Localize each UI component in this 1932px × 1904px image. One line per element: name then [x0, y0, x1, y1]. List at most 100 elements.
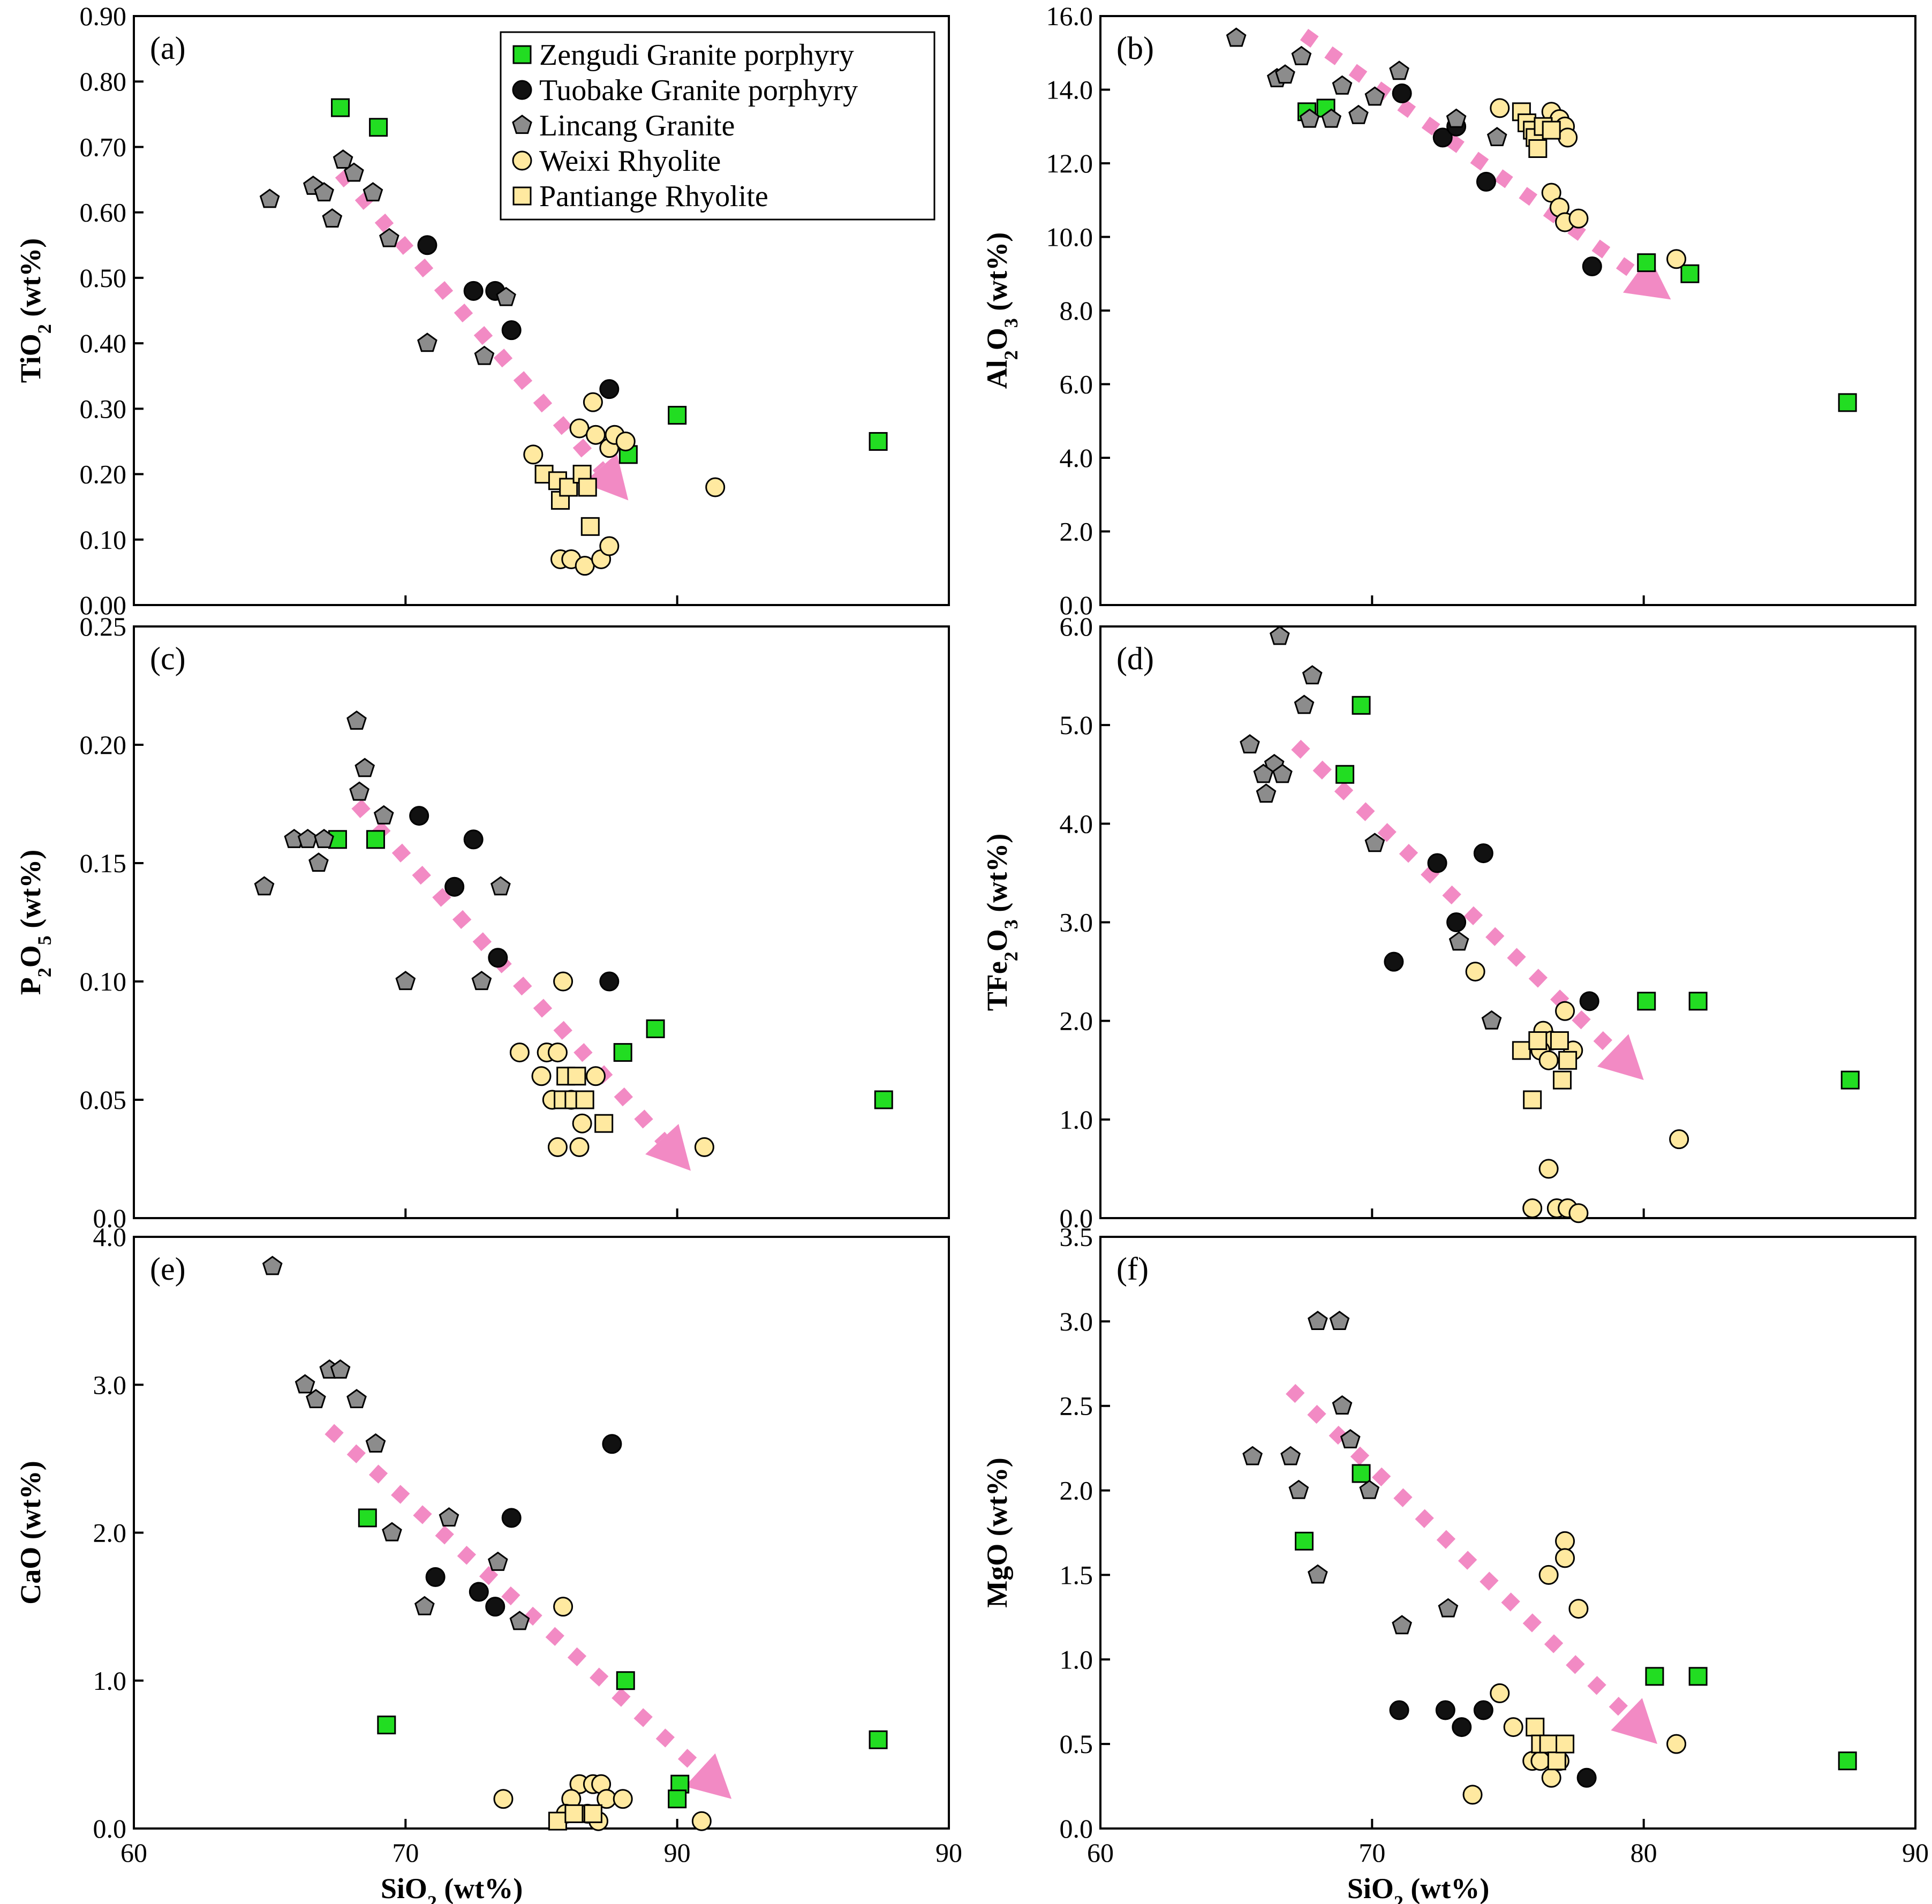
- weixi-point: [1666, 249, 1687, 269]
- weixi-point: [1522, 1198, 1543, 1219]
- legend-label-weixi: Weixi Rhyolite: [539, 145, 721, 178]
- weixi-point: [694, 1137, 714, 1157]
- weixi-point: [585, 1066, 606, 1086]
- pantiange-point: [578, 478, 597, 497]
- legend-marker-tuobake: [512, 80, 532, 100]
- weixi-point: [1530, 1751, 1551, 1771]
- zengudi-point: [1688, 992, 1708, 1011]
- tuobake-point: [1473, 843, 1493, 864]
- y-tick-label: 3.0: [1060, 908, 1093, 938]
- tuobake-point: [1384, 951, 1404, 972]
- x-tick-label: 90: [935, 1838, 962, 1868]
- pantiange-point: [1523, 1090, 1542, 1109]
- plot-frame: [133, 625, 950, 1219]
- weixi-point: [1555, 1001, 1575, 1021]
- tuobake-point: [1435, 1700, 1455, 1720]
- weixi-point: [1538, 1159, 1559, 1179]
- y-axis-title: MgO (wt%): [981, 1457, 1013, 1607]
- legend-marker-pantiange: [512, 186, 532, 206]
- weixi-point: [1538, 1050, 1559, 1070]
- y-axis-title: TFe2O3 (wt%): [981, 834, 1022, 1011]
- weixi-point: [553, 971, 573, 992]
- y-tick-label: 2.0: [93, 1518, 127, 1548]
- tuobake-point: [501, 1508, 522, 1528]
- zengudi-point: [1295, 1531, 1314, 1551]
- tuobake-point: [1452, 1717, 1472, 1737]
- zengudi-point: [1352, 696, 1371, 715]
- y-tick-label: 0.00: [80, 590, 127, 620]
- weixi-point: [613, 1789, 633, 1809]
- zengudi-point: [613, 1043, 632, 1062]
- x-tick-label: 90: [1902, 1838, 1929, 1868]
- y-tick-label: 14.0: [1046, 75, 1093, 105]
- trend-arrow-shaft: [335, 168, 606, 473]
- y-tick-label: 0.10: [80, 966, 127, 996]
- zengudi-point: [869, 1730, 888, 1749]
- weixi-point: [1568, 1203, 1589, 1223]
- trend-arrow-head: [583, 453, 629, 501]
- y-tick-label: 0.30: [80, 394, 127, 424]
- y-tick-label: 1.0: [93, 1666, 127, 1696]
- panel-label: (c): [150, 641, 186, 676]
- x-tick-label: 60: [120, 1838, 147, 1868]
- y-tick-label: 6.0: [1060, 369, 1093, 399]
- pantiange-point: [575, 1090, 594, 1109]
- y-axis-title: CaO (wt%): [14, 1461, 47, 1604]
- y-tick-label: 0.0: [1060, 1203, 1093, 1233]
- zengudi-point: [366, 830, 386, 849]
- weixi-point: [1538, 1565, 1559, 1585]
- y-tick-label: 0.50: [80, 263, 127, 293]
- y-tick-label: 1.0: [1060, 1105, 1093, 1135]
- y-axis-title: P2O5 (wt%): [14, 850, 55, 995]
- weixi-point: [569, 1137, 590, 1157]
- weixi-point: [691, 1811, 712, 1831]
- y-tick-label: 0.0: [93, 1203, 127, 1233]
- y-tick-label: 0.20: [80, 459, 127, 489]
- y-tick-label: 16.0: [1046, 1, 1093, 31]
- zengudi-point: [358, 1508, 377, 1528]
- pantiange-point: [1542, 120, 1561, 140]
- panel-b: 0.0 2.0 4.0 6.0 8.0 10.0 12.0 14.0 16.0 (b) Al2O3 …: [981, 1, 1916, 620]
- weixi-point: [599, 536, 620, 556]
- zengudi-point: [1838, 1751, 1857, 1771]
- plot-frame: [1099, 1236, 1916, 1830]
- tuobake-point: [417, 235, 437, 255]
- weixi-point: [615, 431, 636, 451]
- pantiange-point: [580, 517, 600, 536]
- weixi-point: [1490, 1683, 1510, 1703]
- zengudi-point: [1645, 1667, 1664, 1686]
- tuobake-point: [1473, 1700, 1493, 1720]
- plot-frame: [1099, 15, 1916, 606]
- y-tick-label: 2.0: [1060, 1006, 1093, 1036]
- y-tick-label: 4.0: [1060, 809, 1093, 838]
- pantiange-point: [1512, 1041, 1531, 1060]
- y-tick-label: 0.15: [80, 848, 127, 878]
- plot-frame: [1099, 625, 1916, 1219]
- tuobake-point: [425, 1567, 446, 1587]
- legend-marker-zengudi: [512, 45, 532, 64]
- panel-label: (d): [1116, 641, 1154, 676]
- zengudi-point: [646, 1019, 665, 1038]
- y-tick-label: 10.0: [1046, 222, 1093, 252]
- weixi-point: [1666, 1734, 1687, 1754]
- x-axis-title: SiO2 (wt%): [1347, 1872, 1490, 1904]
- y-tick-label: 12.0: [1046, 148, 1093, 178]
- zengudi-point: [1840, 1070, 1860, 1090]
- y-tick-label: 0.05: [80, 1085, 127, 1115]
- pantiange-point: [564, 1804, 584, 1823]
- tuobake-point: [463, 281, 484, 301]
- zengudi-point: [1680, 264, 1700, 283]
- weixi-point: [547, 1137, 568, 1157]
- zengudi-point: [1838, 393, 1857, 412]
- weixi-point: [569, 418, 590, 439]
- weixi-point: [547, 1042, 568, 1063]
- tuobake-point: [599, 971, 620, 992]
- trend-arrow-head: [645, 1124, 691, 1171]
- pantiange-point: [1528, 139, 1548, 158]
- y-tick-label: 2.5: [1060, 1391, 1093, 1421]
- pantiange-point: [1558, 1051, 1578, 1070]
- zengudi-point: [1688, 1667, 1708, 1686]
- tuobake-point: [599, 379, 620, 399]
